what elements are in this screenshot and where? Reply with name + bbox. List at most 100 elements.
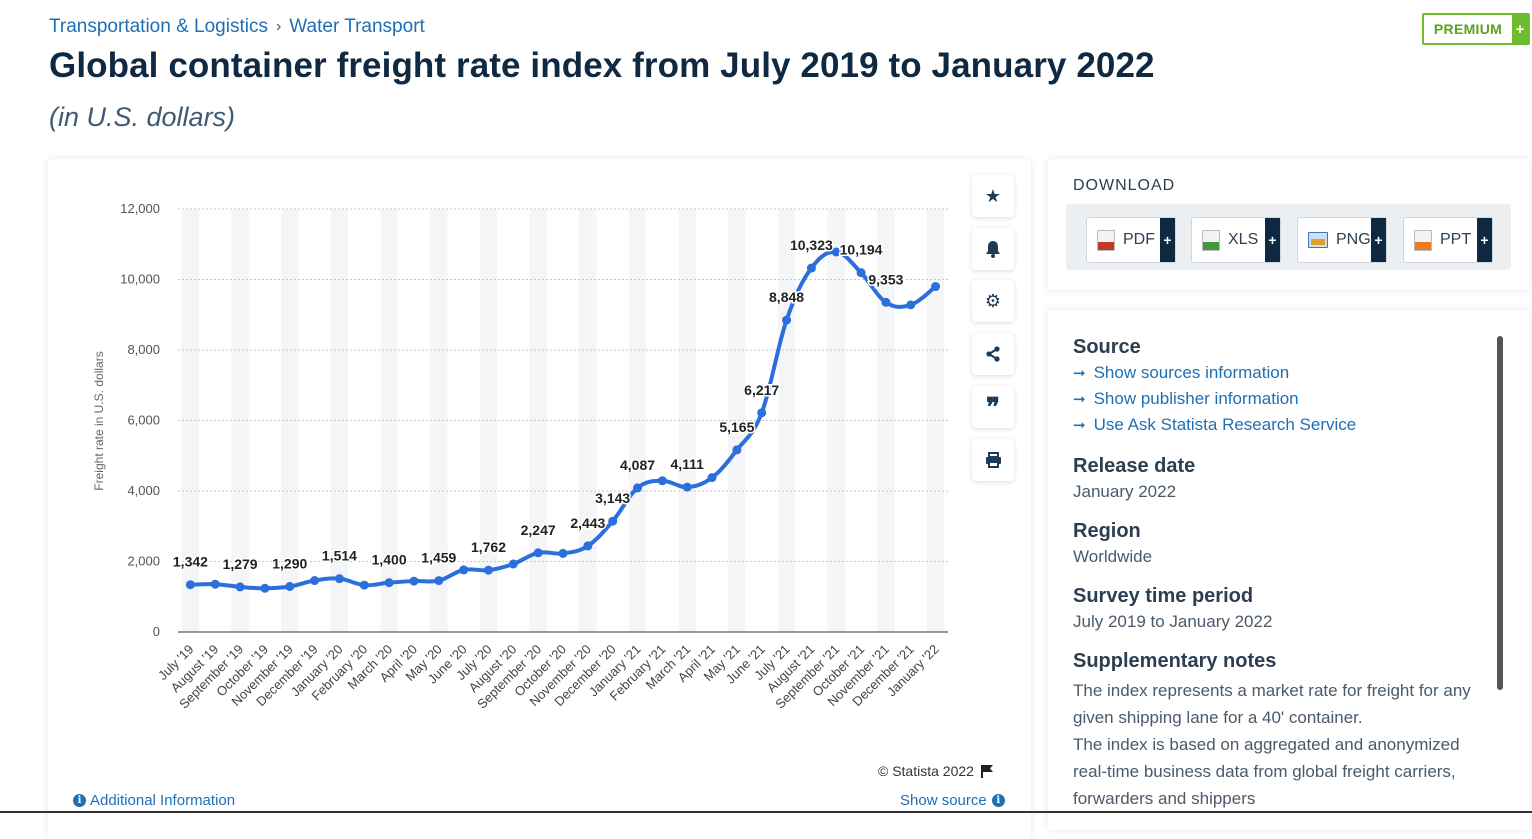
y-tick-label: 12,000 bbox=[120, 201, 160, 216]
survey-period-value: July 2019 to January 2022 bbox=[1073, 612, 1273, 631]
star-icon: ★ bbox=[984, 185, 1002, 206]
breadcrumb-link-water-transport[interactable]: Water Transport bbox=[289, 16, 425, 37]
premium-plus-icon: + bbox=[1512, 15, 1528, 43]
favorite-button[interactable]: ★ bbox=[972, 175, 1014, 217]
notification-button[interactable] bbox=[972, 228, 1014, 270]
xls-file-icon bbox=[1202, 229, 1220, 251]
show-publisher-label: Show publisher information bbox=[1093, 389, 1299, 408]
data-point[interactable] bbox=[508, 559, 518, 569]
data-label: 1,762 bbox=[471, 539, 506, 555]
release-date-value: January 2022 bbox=[1073, 482, 1177, 501]
ask-statista-link[interactable]: ➞ Use Ask Statista Research Service bbox=[1073, 415, 1483, 435]
page-title: Global container freight rate index from… bbox=[49, 46, 1155, 85]
supplementary-notes-heading: Supplementary notes bbox=[1073, 650, 1277, 672]
data-point[interactable] bbox=[657, 476, 667, 486]
region-value: Worldwide bbox=[1073, 547, 1153, 566]
show-publisher-link[interactable]: ➞ Show publisher information bbox=[1073, 389, 1483, 409]
additional-information-link[interactable]: i Additional Information bbox=[73, 792, 235, 809]
data-point[interactable] bbox=[235, 582, 245, 592]
data-point[interactable] bbox=[260, 583, 270, 593]
data-point[interactable] bbox=[856, 268, 866, 278]
download-xls-button[interactable]: XLS + bbox=[1191, 217, 1281, 263]
chart-band bbox=[728, 209, 746, 632]
survey-period-heading: Survey time period bbox=[1073, 585, 1254, 607]
data-point[interactable] bbox=[583, 541, 593, 551]
y-tick-label: 0 bbox=[153, 624, 160, 639]
data-point[interactable] bbox=[608, 516, 618, 526]
chart-band bbox=[877, 209, 895, 632]
data-point[interactable] bbox=[881, 297, 891, 307]
plus-icon: + bbox=[1371, 218, 1386, 262]
data-label: 1,400 bbox=[372, 552, 407, 568]
y-axis-ticks: 0 2,000 4,000 6,000 8,000 10,000 12,000 bbox=[120, 201, 160, 639]
quote-icon: ❞ bbox=[986, 391, 1000, 422]
data-point[interactable] bbox=[359, 580, 369, 590]
pdf-label: PDF bbox=[1123, 231, 1155, 248]
data-point[interactable] bbox=[185, 580, 195, 590]
data-point[interactable] bbox=[633, 483, 643, 493]
show-source-link[interactable]: Show source i bbox=[900, 792, 1005, 809]
data-point[interactable] bbox=[806, 263, 816, 273]
data-label: 3,143 bbox=[595, 490, 630, 506]
data-point[interactable] bbox=[906, 300, 916, 310]
chart-band bbox=[827, 209, 845, 632]
data-point[interactable] bbox=[483, 565, 493, 575]
supplementary-note-2: The index is based on aggregated and ano… bbox=[1073, 735, 1460, 808]
data-label: 4,087 bbox=[620, 457, 655, 473]
info-icon: i bbox=[73, 794, 86, 807]
data-point[interactable] bbox=[757, 408, 767, 418]
line-chart: 0 2,000 4,000 6,000 8,000 10,000 12,000 July '… bbox=[92, 201, 948, 712]
details-scrollbar[interactable] bbox=[1497, 336, 1503, 690]
data-point[interactable] bbox=[782, 315, 792, 325]
data-point[interactable] bbox=[434, 576, 444, 586]
data-point[interactable] bbox=[558, 548, 568, 558]
data-point[interactable] bbox=[210, 579, 220, 589]
data-label: 5,165 bbox=[719, 419, 754, 435]
data-label: 8,848 bbox=[769, 289, 804, 305]
data-point[interactable] bbox=[334, 574, 344, 584]
cite-button[interactable]: ❞ bbox=[972, 386, 1014, 428]
pdf-file-icon bbox=[1097, 229, 1115, 251]
print-icon bbox=[985, 452, 1001, 468]
y-axis-label: Freight rate in U.S. dollars bbox=[92, 351, 106, 490]
supplementary-note-1: The index represents a market rate for f… bbox=[1073, 681, 1471, 727]
share-icon bbox=[986, 346, 1000, 362]
bell-icon bbox=[986, 241, 1000, 258]
data-point[interactable] bbox=[707, 473, 717, 483]
data-point[interactable] bbox=[409, 576, 419, 586]
download-png-button[interactable]: PNG + bbox=[1297, 217, 1387, 263]
data-label: 9,353 bbox=[868, 271, 903, 287]
y-tick-label: 2,000 bbox=[127, 554, 160, 569]
breadcrumb: Transportation & Logistics › Water Trans… bbox=[49, 16, 425, 38]
data-point[interactable] bbox=[732, 445, 742, 455]
data-point[interactable] bbox=[831, 247, 841, 257]
png-file-icon bbox=[1308, 232, 1328, 248]
data-label: 6,217 bbox=[744, 382, 779, 398]
region-heading: Region bbox=[1073, 520, 1141, 542]
settings-button[interactable]: ⚙ bbox=[972, 280, 1014, 322]
data-label: 1,342 bbox=[173, 554, 208, 570]
data-point[interactable] bbox=[533, 548, 543, 558]
plus-icon: + bbox=[1477, 218, 1492, 262]
flag-icon[interactable] bbox=[980, 764, 994, 778]
data-point[interactable] bbox=[459, 565, 469, 575]
data-label: 4,111 bbox=[670, 456, 704, 472]
y-tick-label: 6,000 bbox=[127, 413, 160, 428]
data-point[interactable] bbox=[682, 482, 692, 492]
breadcrumb-link-transportation[interactable]: Transportation & Logistics bbox=[49, 16, 268, 37]
data-point[interactable] bbox=[285, 582, 295, 592]
print-button[interactable] bbox=[972, 439, 1014, 481]
data-point[interactable] bbox=[310, 576, 320, 586]
data-label: 10,323 bbox=[790, 237, 833, 253]
download-ppt-button[interactable]: PPT + bbox=[1403, 217, 1493, 263]
data-label: 2,443 bbox=[570, 515, 605, 531]
share-button[interactable] bbox=[972, 333, 1014, 375]
data-point[interactable] bbox=[931, 282, 941, 292]
data-point[interactable] bbox=[384, 578, 394, 588]
arrow-right-icon: ➞ bbox=[1073, 365, 1086, 382]
show-sources-link[interactable]: ➞ Show sources information bbox=[1073, 363, 1483, 383]
download-pdf-button[interactable]: PDF + bbox=[1086, 217, 1176, 263]
copyright-text: © Statista 2022 bbox=[878, 763, 974, 779]
ppt-label: PPT bbox=[1440, 231, 1472, 248]
premium-badge[interactable]: PREMIUM + bbox=[1422, 13, 1530, 45]
